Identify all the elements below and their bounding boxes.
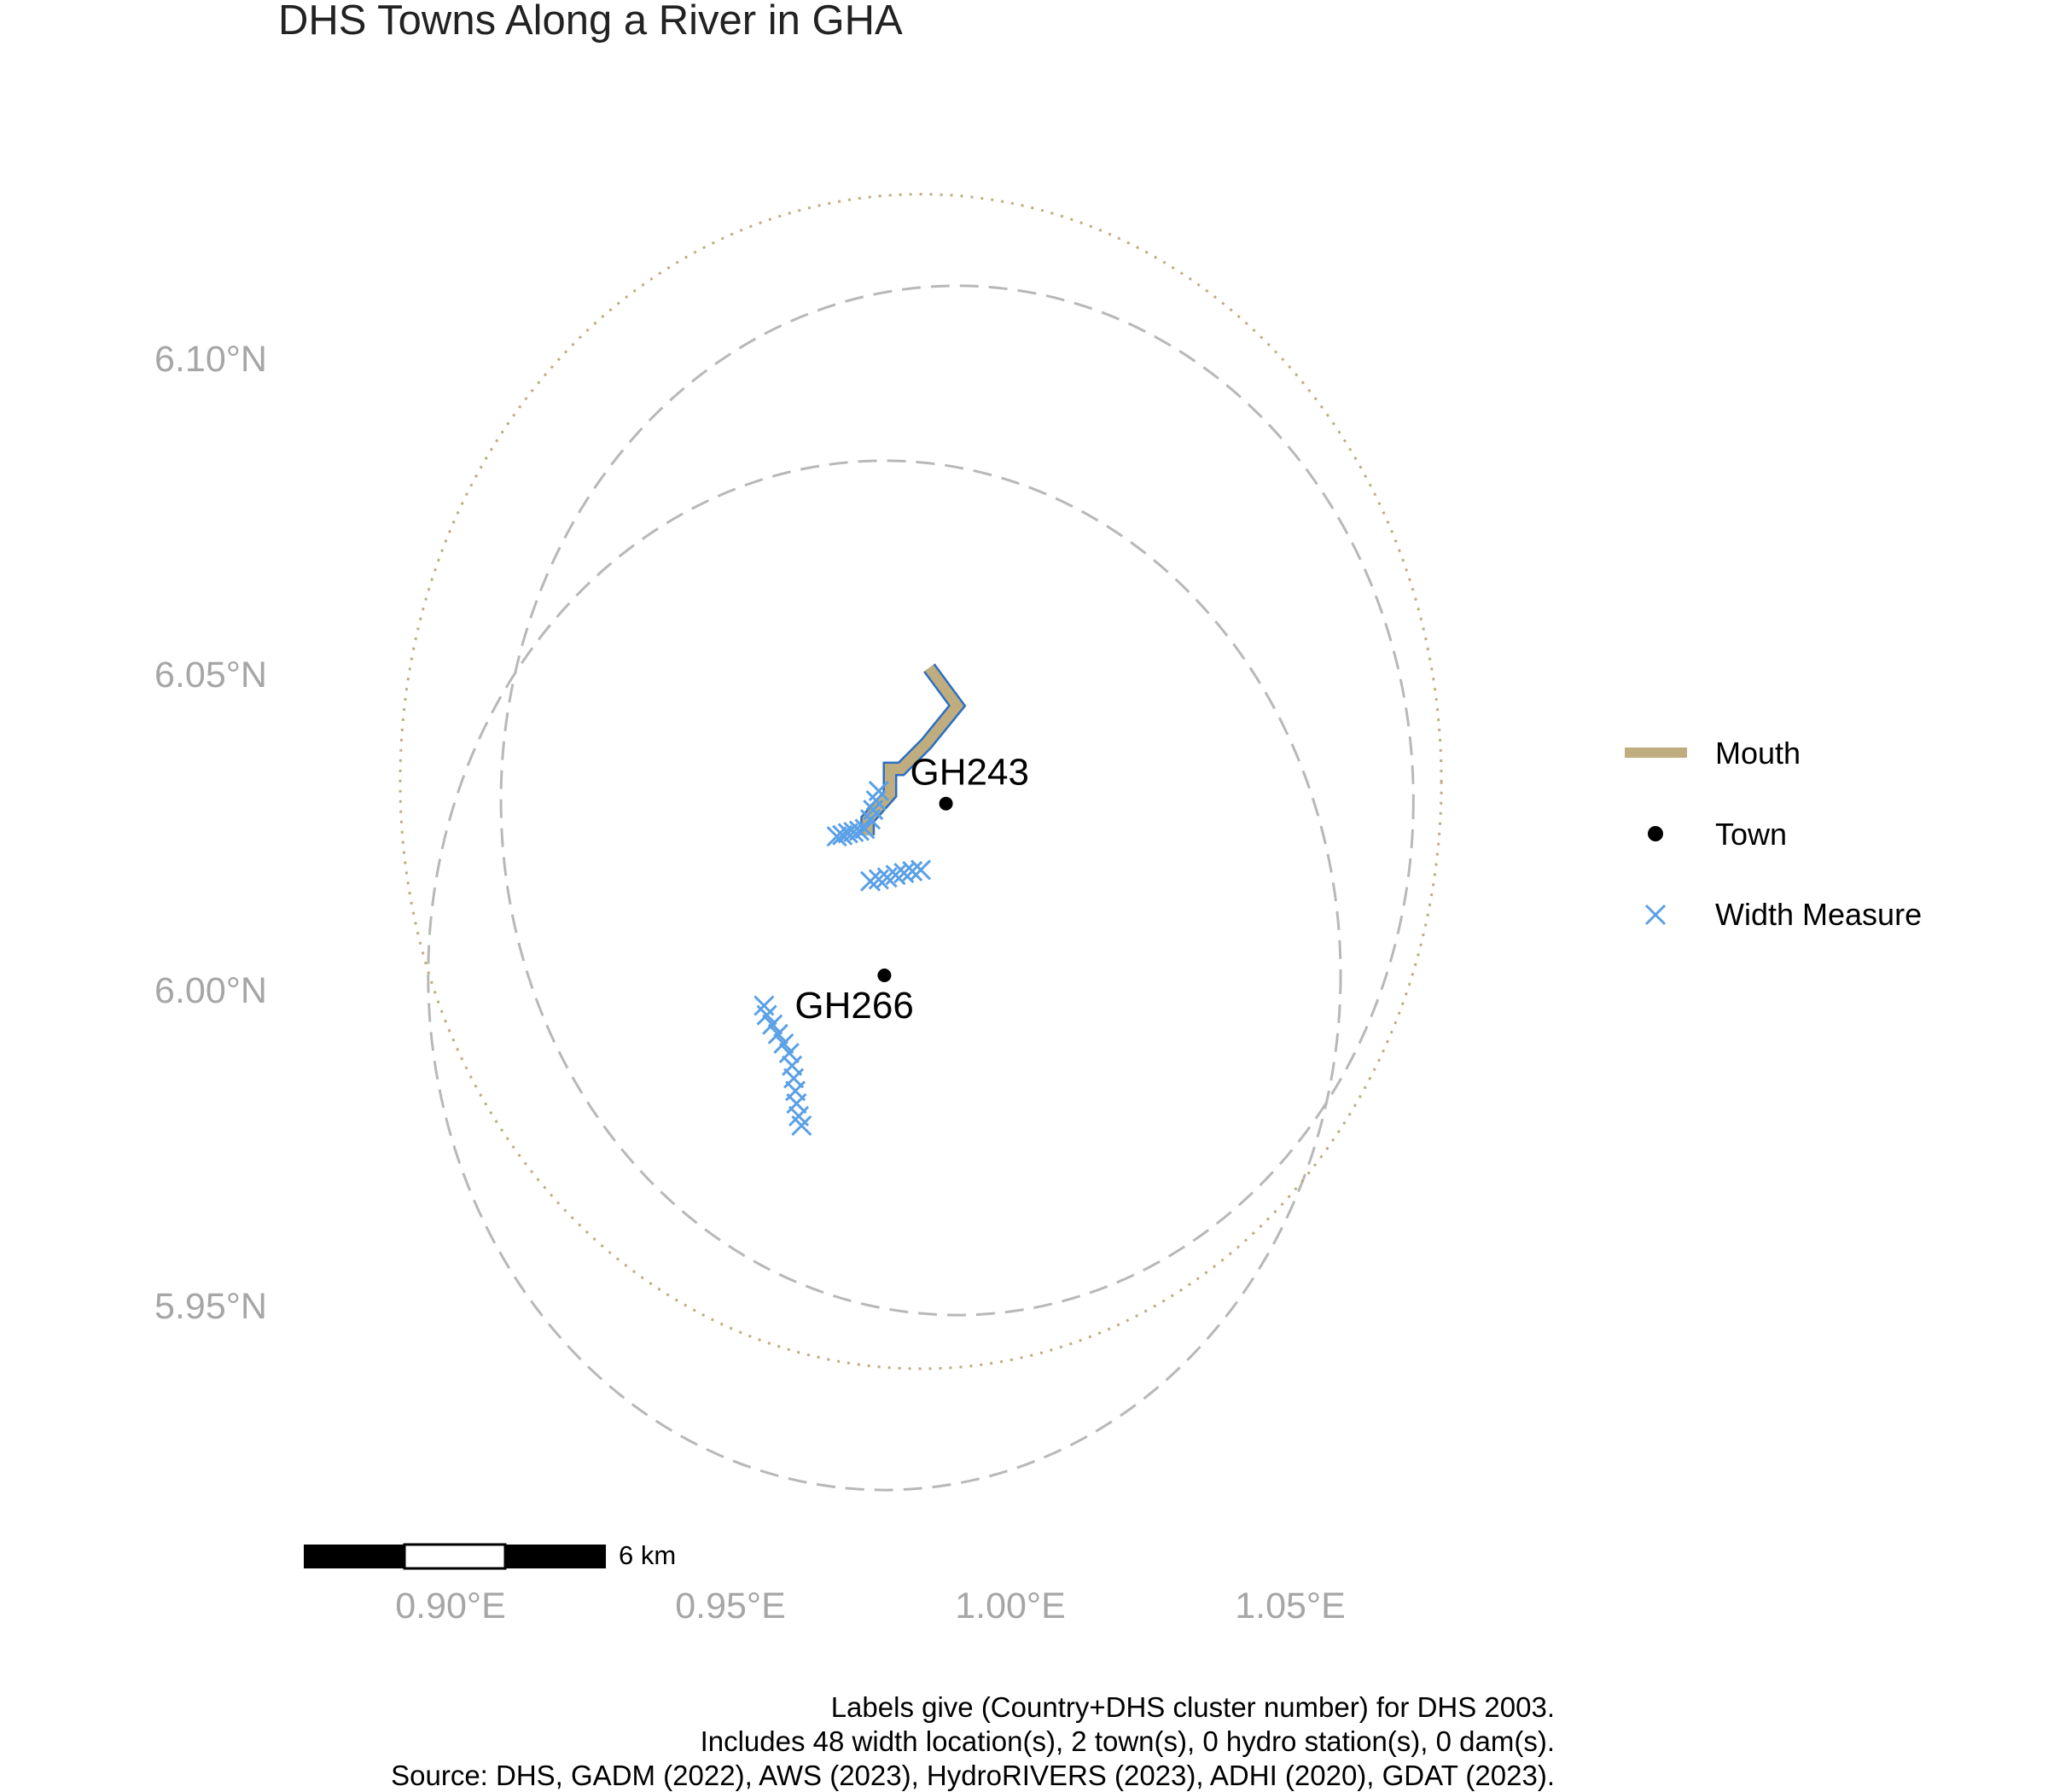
buffer-circle-dashed [427,459,1342,1492]
width-measure-point [868,869,889,890]
y-tick-label: 6.05°N [154,655,267,695]
width-measure-point [832,824,853,846]
width-measure-point [791,1115,812,1137]
width-measure-point [893,863,915,884]
width-measure-point [843,821,864,843]
legend-mouth-label: Mouth [1715,736,1801,771]
width-measure-point [910,859,932,881]
width-measure-point [826,826,847,847]
width-measure-point [854,818,876,840]
y-tick-label: 5.95°N [154,1286,267,1327]
scale-bar-segment [403,1543,507,1570]
x-tick-label: 0.90°E [395,1585,506,1626]
caption: Labels give (Country+DHS cluster number)… [391,1691,1555,1791]
x-tick-label: 1.00°E [955,1585,1066,1626]
caption-line: Labels give (Country+DHS cluster number)… [831,1691,1555,1723]
scale-bar-segment [505,1545,606,1568]
buffer-circle-dotted [399,193,1443,1370]
width-measure-point [756,1004,777,1026]
width-measure-point [767,1023,788,1044]
width-measure-point [885,864,906,886]
width-measure-point [778,1042,800,1064]
buffer-circles [399,193,1443,1492]
width-measure-point [902,860,923,881]
legend: Mouth Town Width Measure [1625,736,1922,932]
legend-width-label: Width Measure [1715,897,1922,932]
map-title: DHS Towns Along a River in GHA [278,0,903,44]
width-measure-point [786,1093,807,1114]
town-label: GH243 [911,752,1029,794]
caption-line: Source: DHS, GADM (2022), AWS (2023), Hy… [391,1760,1555,1791]
width-measure-layer [753,780,932,1137]
scale-bar-segment [304,1545,404,1568]
x-tick-label: 1.05°E [1235,1585,1346,1626]
scale-bar-label: 6 km [619,1540,676,1570]
y-tick-label: 6.00°N [154,970,267,1011]
legend-width-key [1644,904,1667,926]
width-measure-point [773,1033,794,1054]
towns-layer: GH243 GH266 [794,752,1029,1027]
legend-town-label: Town [1715,817,1787,852]
buffer-circle-dashed [499,284,1415,1317]
width-measure-point [868,780,889,801]
scale-bar: 6 km [304,1540,676,1570]
town-point [939,796,953,811]
town-label: GH266 [794,985,913,1027]
river-mouth-line [862,665,964,835]
width-measure-point [762,1014,783,1035]
river-mouth-layer [860,663,967,835]
caption-line: Includes 48 width location(s), 2 town(s)… [701,1725,1555,1757]
y-tick-label: 6.10°N [154,339,267,380]
legend-town-key [1648,826,1663,841]
x-tick-label: 0.95°E [675,1585,786,1626]
axis-labels: 0.90°E 0.95°E 1.00°E 1.05°E 6.10°N 6.05°N 6.00… [154,339,1346,1626]
town-point [877,968,892,982]
width-measure-point [859,870,881,892]
